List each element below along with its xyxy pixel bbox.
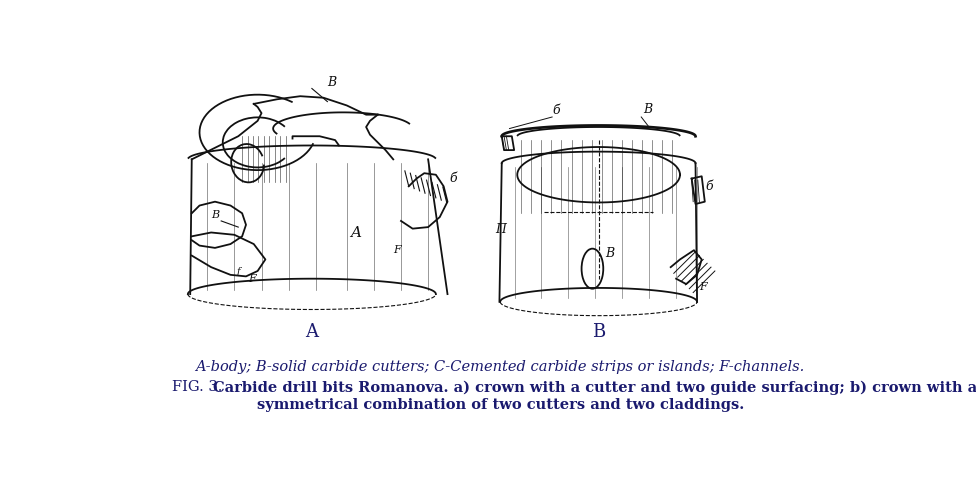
Text: П: П xyxy=(496,223,507,236)
Text: FIG. 3.: FIG. 3. xyxy=(173,380,227,394)
Text: f: f xyxy=(237,267,240,276)
Text: symmetrical combination of two cutters and two claddings.: symmetrical combination of two cutters a… xyxy=(257,397,744,411)
Text: B: B xyxy=(605,246,614,259)
Text: F: F xyxy=(248,274,256,284)
Text: б: б xyxy=(552,104,560,117)
Text: б: б xyxy=(706,179,713,192)
Text: A-body; B-solid carbide cutters; C-Cemented carbide strips or islands; F-channel: A-body; B-solid carbide cutters; C-Cemen… xyxy=(195,359,805,373)
Text: B: B xyxy=(643,102,652,115)
Text: B: B xyxy=(592,323,605,341)
Text: F: F xyxy=(700,281,708,291)
Text: Carbide drill bits Romanova. a) crown with a cutter and two guide surfacing; b) : Carbide drill bits Romanova. a) crown wi… xyxy=(213,380,976,394)
Text: б: б xyxy=(449,171,457,184)
Text: B: B xyxy=(327,76,337,89)
Text: B: B xyxy=(211,210,220,219)
Text: F: F xyxy=(393,244,401,254)
Text: A: A xyxy=(350,226,362,240)
Text: A: A xyxy=(305,323,318,341)
